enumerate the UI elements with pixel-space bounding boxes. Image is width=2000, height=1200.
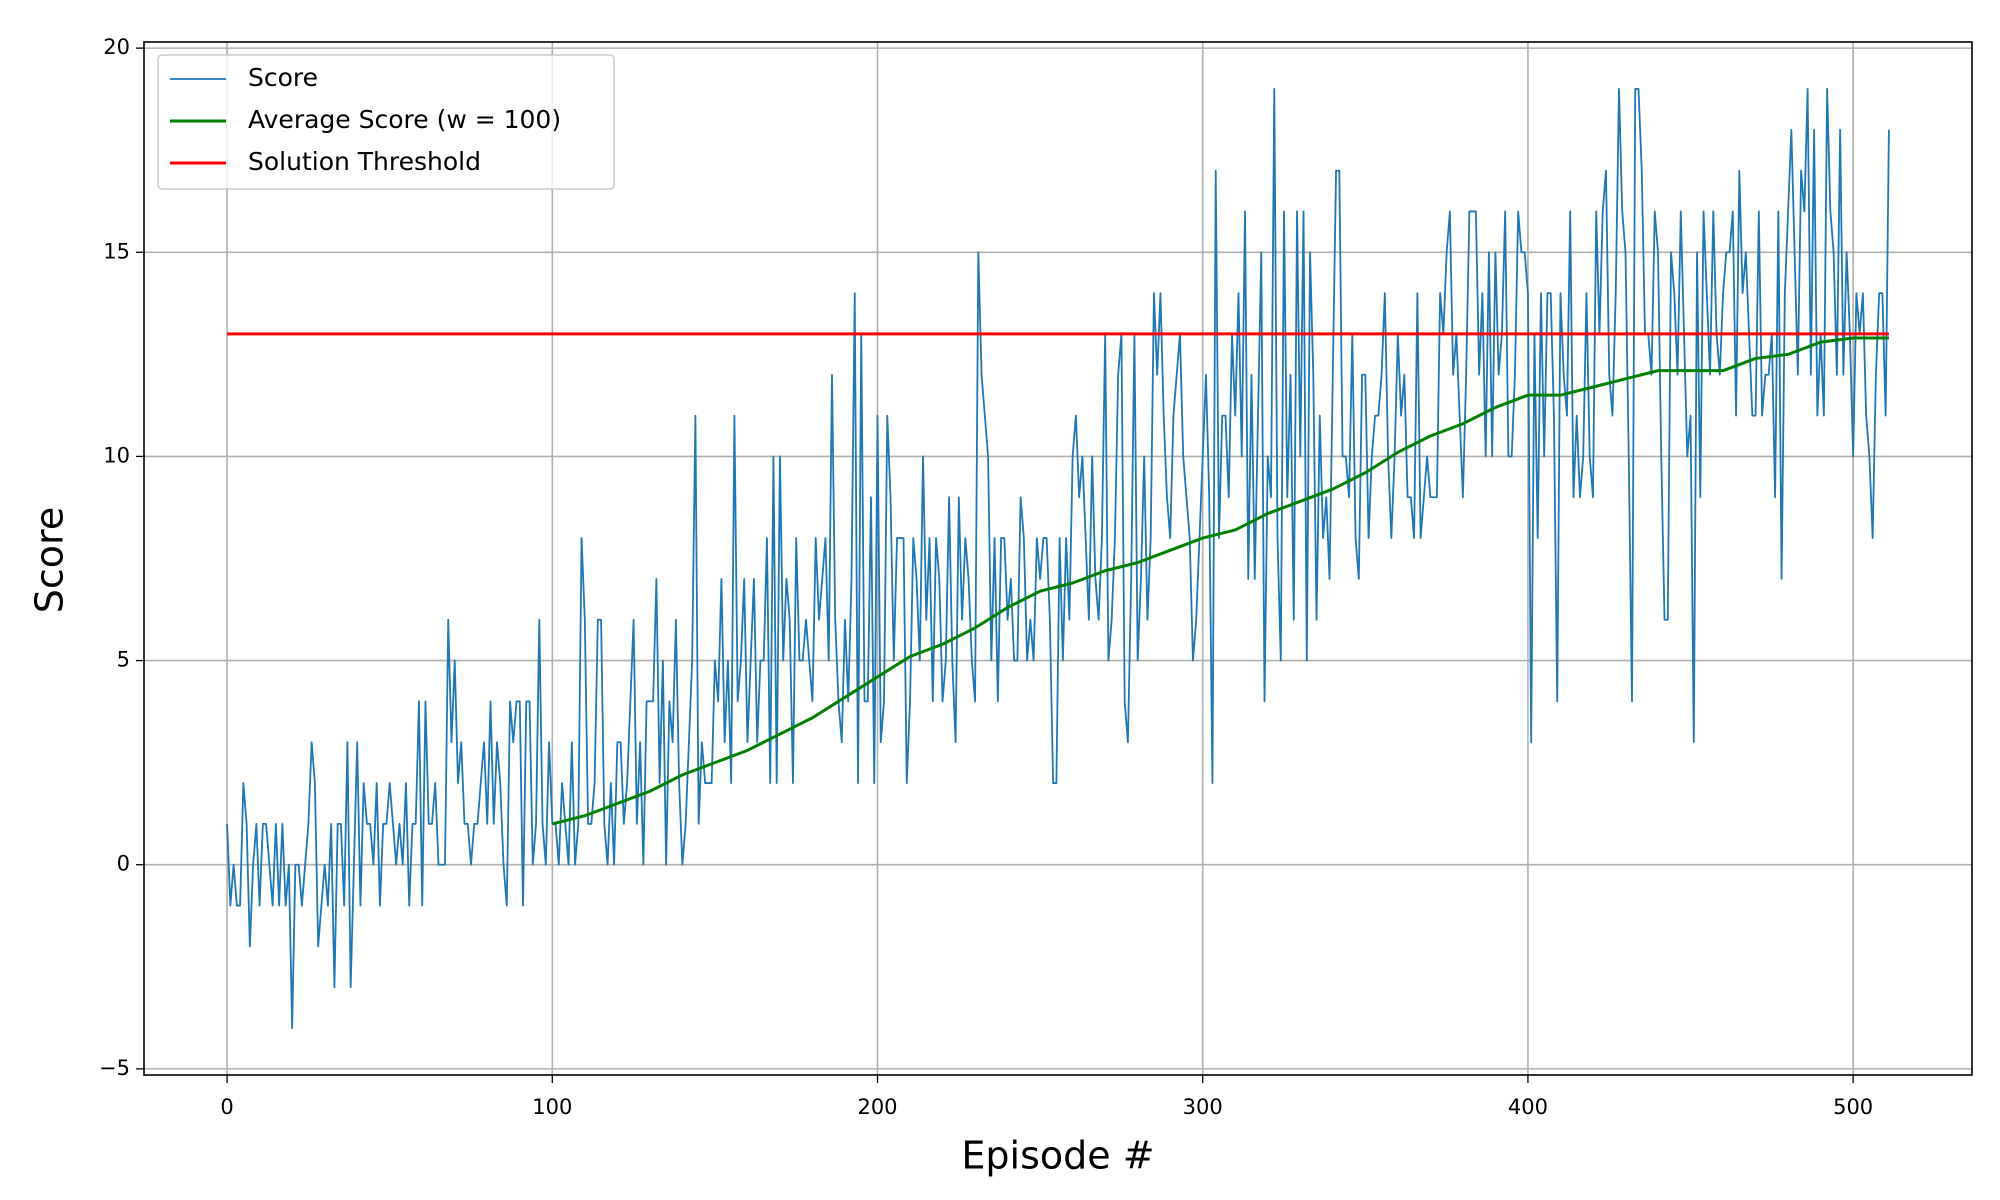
legend-box bbox=[157, 54, 615, 190]
x-tick-label: 0 bbox=[220, 1095, 233, 1119]
legend-label: Average Score (w = 100) bbox=[248, 105, 561, 134]
x-tick-label: 400 bbox=[1508, 1095, 1548, 1119]
y-tick-label: 20 bbox=[103, 35, 130, 59]
plot-frame bbox=[143, 41, 1973, 1076]
y-tick-label: 15 bbox=[103, 239, 130, 263]
y-tick-label: 5 bbox=[117, 648, 130, 672]
x-axis-label: Episode # bbox=[961, 1134, 1154, 1178]
x-tick-label: 500 bbox=[1833, 1095, 1873, 1119]
x-tick-label: 200 bbox=[857, 1095, 897, 1119]
legend-label: Solution Threshold bbox=[248, 147, 481, 176]
y-tick-label: 0 bbox=[117, 852, 130, 876]
x-tick-label: 100 bbox=[532, 1095, 572, 1119]
x-tick-label: 300 bbox=[1183, 1095, 1223, 1119]
series-line bbox=[551, 336, 1889, 826]
series-line bbox=[226, 88, 1890, 1029]
y-tick-label: 10 bbox=[103, 443, 130, 467]
y-tick-label: −5 bbox=[99, 1056, 130, 1080]
legend-label: Score bbox=[248, 63, 318, 92]
legend: Score Average Score (w = 100) Solution Thr… bbox=[157, 54, 615, 190]
y-axis-label: Score bbox=[28, 507, 72, 613]
